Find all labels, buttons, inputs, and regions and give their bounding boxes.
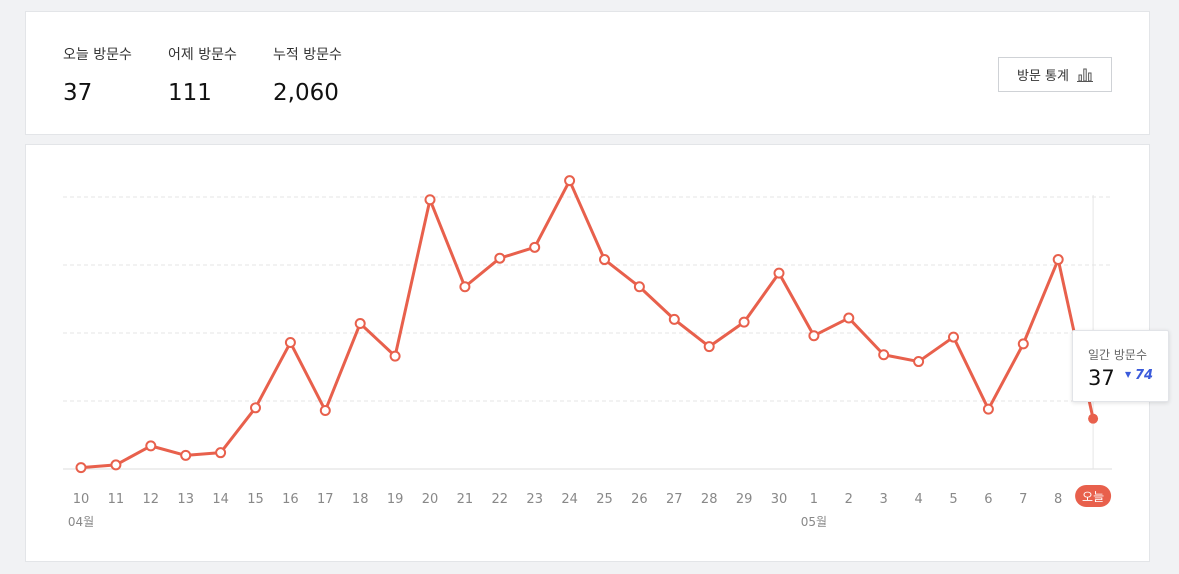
data-point[interactable] [424,194,436,206]
data-point[interactable] [145,440,157,452]
x-tick-label: 14 [212,492,229,507]
x-tick-label: 27 [666,492,683,507]
daily-visits-tooltip: 일간 방문수 37 ▼ 74 [1072,330,1169,402]
today-visits: 오늘 방문수 37 [63,44,132,106]
x-tick-label: 6 [984,492,992,507]
data-point[interactable] [738,316,750,328]
data-point[interactable] [284,337,296,349]
data-point[interactable] [494,252,506,264]
data-point-today[interactable] [1088,413,1099,424]
yesterday-visits: 어제 방문수 111 [168,44,237,106]
data-point[interactable] [982,403,994,415]
today-visits-label: 오늘 방문수 [63,47,132,63]
data-point[interactable] [215,447,227,459]
data-point[interactable] [180,449,192,461]
x-tick-label: 5 [949,492,957,507]
total-visits: 누적 방문수 2,060 [273,44,342,106]
visit-stats-button-label: 방문 통계 [1017,69,1069,84]
daily-visits-line [79,179,1095,470]
daily-visits-chart: 10 11 12 13 14 15 16 17 18 19 20 21 22 23 24 25 26 27 28 29… [63,175,1112,529]
visit-stats-button[interactable]: 방문 통계 [998,57,1112,92]
x-tick-label: 25 [596,492,613,507]
data-point[interactable] [878,349,890,361]
data-point[interactable] [633,281,645,293]
daily-visits-chart-card: 10 11 12 13 14 15 16 17 18 19 20 21 22 23 24 25 26 27 28 29… [25,144,1169,562]
x-tick-label: 16 [282,492,299,507]
x-tick-label: 24 [561,492,578,507]
x-tick-label: 12 [143,492,160,507]
x-tick-label: 오늘 [1082,490,1104,504]
total-visits-label: 누적 방문수 [273,47,342,63]
x-tick-label: 1 [810,492,818,507]
data-point[interactable] [564,175,576,187]
x-tick-label: 7 [1019,492,1027,507]
x-tick-label: 2 [845,492,853,507]
data-point[interactable] [110,459,122,471]
data-point[interactable] [1017,338,1029,350]
data-point[interactable] [459,281,471,293]
tooltip-diff-value: 74 [1135,368,1154,383]
x-tick-label: 18 [352,492,369,507]
visitor-stats-card: 오늘 방문수 37 어제 방문수 111 누적 방문수 2,060 방문 통계 [25,11,1150,135]
x-tick-label: 3 [880,492,888,507]
tooltip-value: 37 [1088,366,1115,390]
tooltip-down-arrow-icon: ▼ [1125,370,1132,379]
x-tick-label: 19 [387,492,404,507]
data-point[interactable] [319,405,331,417]
x-tick-label: 20 [422,492,439,507]
x-tick-label: 13 [177,492,194,507]
x-tick-label: 8 [1054,492,1062,507]
tooltip-label: 일간 방문수 [1088,348,1148,362]
x-tick-label: 15 [247,492,264,507]
month-label: 04월 [68,515,94,529]
data-point[interactable] [250,402,261,414]
data-point[interactable] [668,313,680,325]
data-point[interactable] [389,350,401,362]
yesterday-visits-label: 어제 방문수 [168,47,237,63]
x-tick-label: 22 [492,492,509,507]
x-tick-label: 30 [771,492,788,507]
today-tick-badge [1075,485,1112,507]
x-tick-label: 11 [108,492,125,507]
month-label: 05월 [801,515,827,529]
data-point[interactable] [529,241,541,253]
x-tick-label: 21 [457,492,474,507]
x-tick-label: 23 [526,492,543,507]
today-visits-value: 37 [63,80,93,106]
x-tick-label: 28 [701,492,718,507]
data-point[interactable] [354,317,366,329]
total-visits-value: 2,060 [273,80,339,106]
x-tick-label: 17 [317,492,334,507]
data-point[interactable] [773,267,785,279]
x-tick-label: 4 [914,492,922,507]
data-point[interactable] [948,331,959,343]
data-point[interactable] [75,462,87,474]
data-point[interactable] [843,312,855,324]
yesterday-visits-value: 111 [168,80,212,106]
x-tick-label: 29 [736,492,753,507]
data-point[interactable] [808,330,820,342]
data-point[interactable] [1052,254,1064,266]
x-tick-label: 26 [631,492,648,507]
x-tick-label: 10 [73,492,90,507]
bar-chart-icon [1076,68,1093,82]
data-point[interactable] [703,341,715,353]
data-point[interactable] [913,356,925,368]
data-point[interactable] [599,254,610,266]
